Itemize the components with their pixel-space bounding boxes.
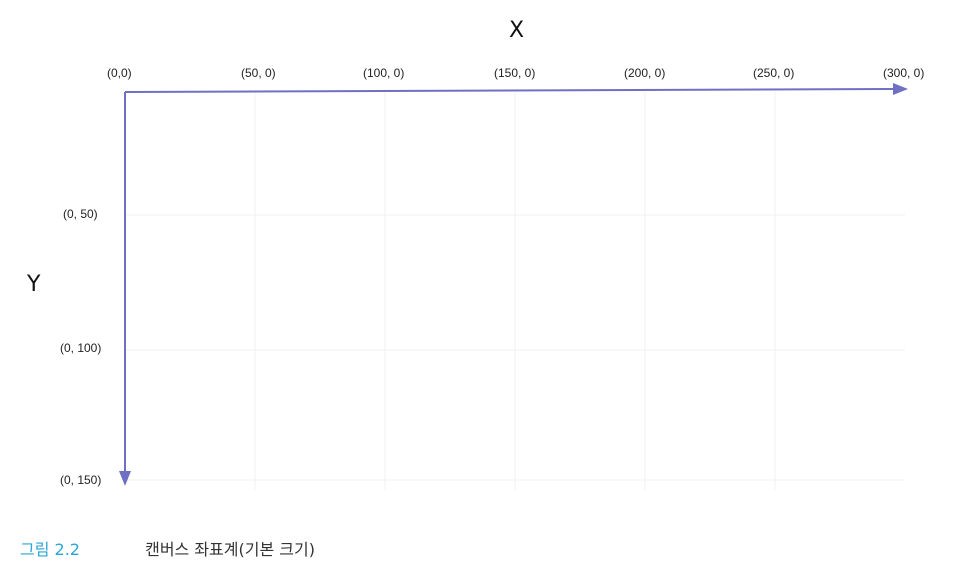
x-axis-line (124, 88, 897, 93)
x-tick-label: (50, 0) (241, 66, 276, 80)
x-tick-label: (0,0) (107, 66, 132, 80)
x-tick-label: (300, 0) (883, 66, 925, 80)
y-axis-arrowhead (119, 471, 131, 486)
x-tick-label: (200, 0) (624, 66, 666, 80)
figure-number: 그림 2.2 (20, 540, 80, 559)
y-tick-label: (0, 150) (60, 473, 102, 487)
faint-grid (125, 92, 905, 490)
figure-caption: 그림 2.2 캔버스 좌표계(기본 크기) (20, 536, 315, 560)
y-axis-name: Y (27, 272, 41, 297)
x-axis-arrowhead (893, 83, 908, 95)
figure-title: 캔버스 좌표계(기본 크기) (145, 540, 315, 559)
y-tick-label: (0, 50) (63, 207, 98, 221)
x-axis-name: X (509, 18, 525, 43)
y-tick-label: (0, 100) (60, 341, 102, 355)
x-tick-label: (100, 0) (363, 66, 405, 80)
x-tick-label: (250, 0) (753, 66, 795, 80)
x-tick-label: (150, 0) (494, 66, 536, 80)
